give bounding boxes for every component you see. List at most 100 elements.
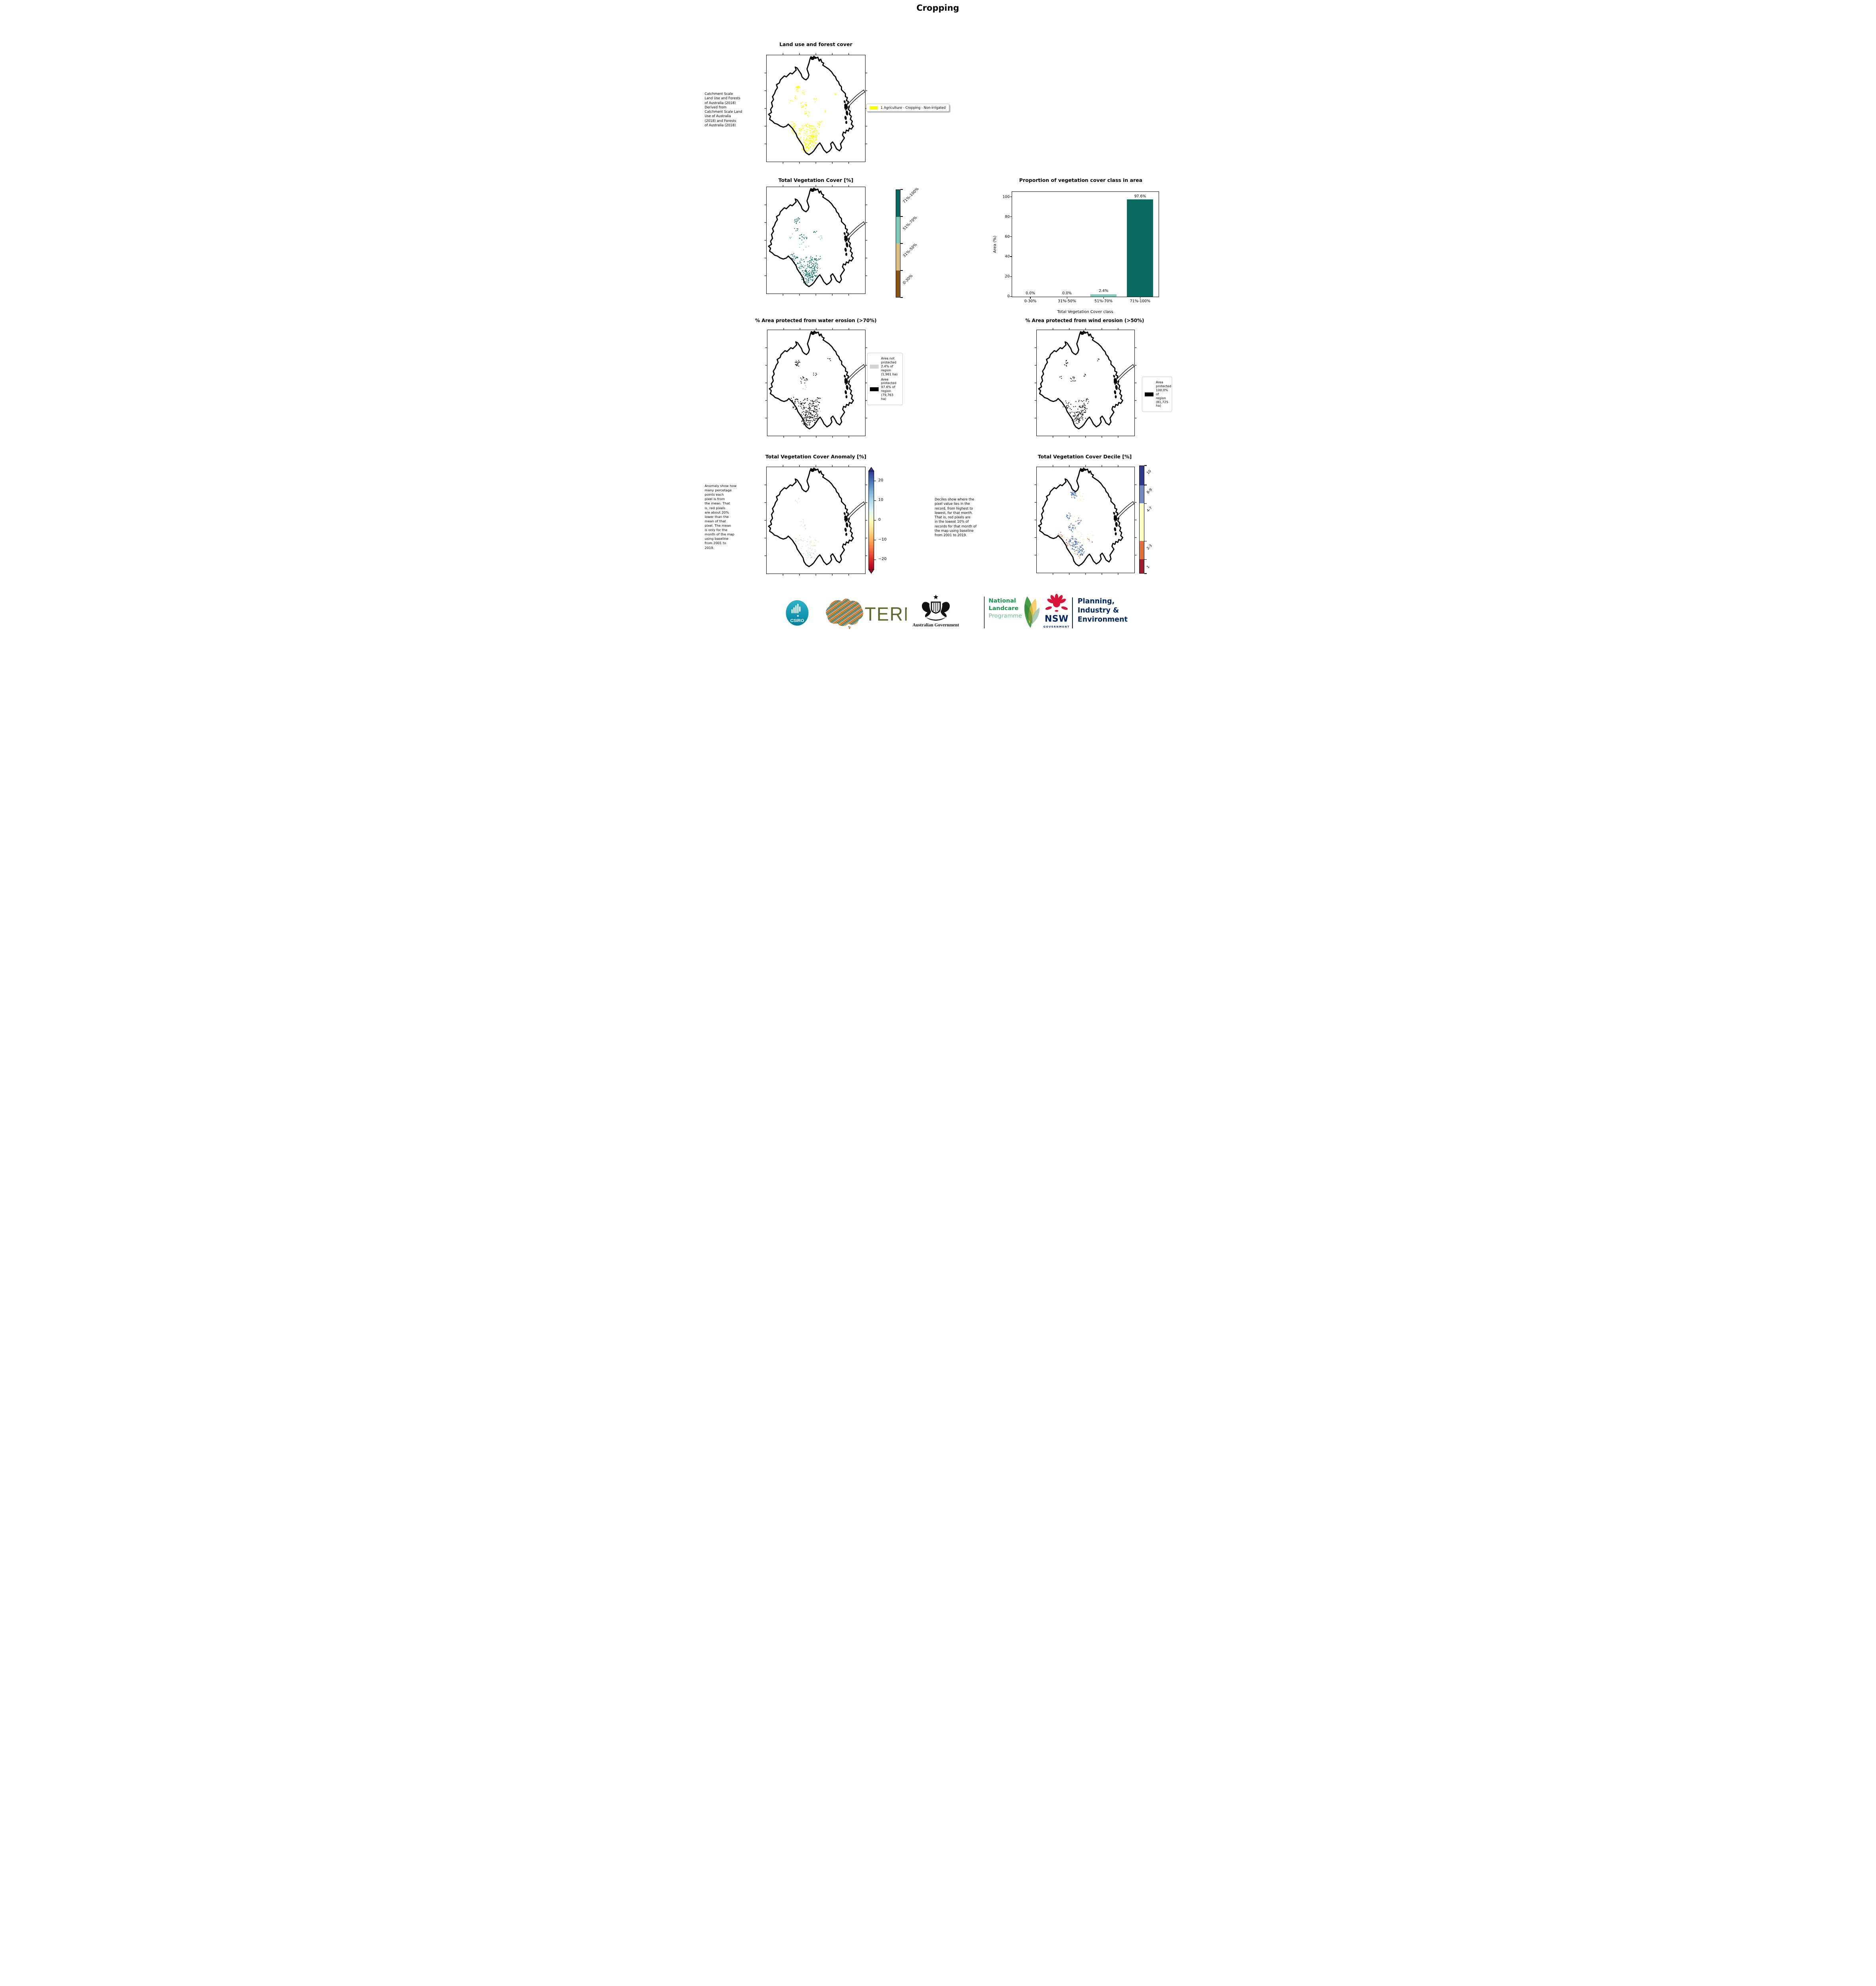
map-data-pixels <box>789 217 823 284</box>
proportion-bar-chart: 0 20 40 60 80 100 0-30% 0.0% 31%-50% 0.0% 51%-70% 2… <box>1003 191 1159 303</box>
map-data-pixels <box>1059 358 1099 425</box>
coastal-spit-outline <box>844 89 865 111</box>
land-use-side-note: Catchment Scale Land Use and Forests of … <box>705 92 742 127</box>
planning-line-2: Industry & <box>1078 607 1119 614</box>
y-tick <box>1010 276 1012 277</box>
report-page: Cropping Land use and forest cover Catch… <box>703 0 1173 634</box>
landcare-line-3: Programme <box>989 613 1022 619</box>
planning-line-3: Environment <box>1078 616 1128 624</box>
catchment-outline <box>768 187 854 287</box>
y-tick <box>1010 296 1012 297</box>
colorbar-tick-label: 20 <box>878 478 883 483</box>
map-data-pixels <box>791 358 831 426</box>
catchment-outline <box>1038 468 1123 567</box>
colorbar-tick-label: −20 <box>878 557 887 562</box>
chart-y-label: Area (%) <box>993 236 997 253</box>
axis-ticks <box>764 185 867 296</box>
csiro-label: CSIRO <box>790 618 804 623</box>
colorbar-tick-label: 51%-70% <box>902 215 918 232</box>
legend-swatch <box>870 364 879 369</box>
nsw-label: NSW <box>1044 614 1069 624</box>
footer-divider-1 <box>984 597 985 628</box>
decile-note: Deciles show where the pixel value lies … <box>935 497 977 537</box>
legend-label: Area not protected 2.4% of region (1,961… <box>881 357 898 376</box>
y-tick <box>1010 216 1012 217</box>
coastal-spit-outline <box>1113 364 1134 385</box>
legend-swatch <box>1145 392 1153 396</box>
water-erosion-legend: Area not protected 2.4% of region (1,961… <box>867 353 903 405</box>
colorbar-tick <box>900 297 903 298</box>
tern-label: TERN <box>865 604 907 625</box>
landcare-line-1: National <box>989 598 1016 604</box>
colorbar-tick-label: 71%-100% <box>902 187 920 205</box>
axis-ticks <box>764 465 867 576</box>
australian-government-label: Australian Government <box>912 623 959 628</box>
landcare-line-2: Landcare <box>989 605 1019 612</box>
catchment-outline <box>769 330 854 430</box>
veg-cover-colorbar: 71%-100% 51%-70% 31%-50% 0-30% <box>896 187 920 298</box>
x-tick-label: 51%-70% <box>1094 299 1113 303</box>
axis-ticks <box>1034 328 1137 438</box>
colorbar-segment <box>1140 559 1144 573</box>
catchment-outline <box>768 56 854 155</box>
y-tick-label: 80 <box>1005 214 1010 219</box>
decile-title: Total Vegetation Cover Decile [%] <box>1037 454 1132 460</box>
legend-entry: Area protected 100.0% of region (81,725 … <box>1145 381 1171 408</box>
colorbar-tick-label: −10 <box>878 537 887 542</box>
y-tick-label: 60 <box>1005 234 1010 239</box>
bar-value-label: 0.0% <box>1026 291 1035 296</box>
wind-erosion-title: % Area protected from wind erosion (>50%… <box>1025 318 1144 323</box>
page-title: Cropping <box>916 3 959 13</box>
x-tick-label: 31%-50% <box>1058 299 1076 303</box>
water-erosion-map <box>765 328 867 438</box>
decile-colorbar: 10 8-9 4-7 2-3 1 <box>1139 465 1153 574</box>
water-erosion-title: % Area protected from water erosion (>70… <box>755 318 877 323</box>
colorbar-body <box>896 189 900 298</box>
colorbar-tick <box>1144 573 1147 574</box>
colorbar-tick-label: 2-3 <box>1146 544 1153 551</box>
coastal-spit-outline <box>1113 501 1134 522</box>
colorbar-tick <box>1144 465 1147 466</box>
bar-value-label: 97.6% <box>1134 194 1146 199</box>
planning-line-1: Planning, <box>1078 597 1115 605</box>
x-tick <box>1103 297 1104 299</box>
x-tick-label: 0-30% <box>1024 299 1037 303</box>
y-tick-label: 40 <box>1005 254 1010 259</box>
footer-divider-2 <box>1072 597 1073 628</box>
colorbar-segment <box>896 190 900 217</box>
colorbar-segment <box>1140 485 1144 504</box>
y-tick <box>1010 236 1012 237</box>
nsw-waratah-icon <box>1045 594 1068 612</box>
nsw-government-label: GOVERNMENT <box>1043 625 1070 628</box>
wind-erosion-map <box>1034 328 1137 438</box>
bar-value-label: 0.0% <box>1062 291 1072 296</box>
land-use-title: Land use and forest cover <box>779 41 852 47</box>
legend-label: Area protected 97.6% of region (79,763 h… <box>881 377 896 401</box>
catchment-outline <box>1038 330 1123 430</box>
axis-ticks <box>764 53 867 164</box>
anomaly-title: Total Vegetation Cover Anomaly [%] <box>765 454 867 460</box>
coastal-spit-outline <box>844 221 865 243</box>
anomaly-map <box>764 465 867 576</box>
map-data-pixels <box>795 498 819 559</box>
legend-label: Area protected 100.0% of region (81,725 … <box>1156 381 1171 408</box>
decile-map <box>1034 465 1137 575</box>
axis-ticks <box>1034 465 1137 575</box>
colorbar-tick-label: 0 <box>878 518 881 522</box>
legend-swatch <box>870 387 879 392</box>
veg-cover-map <box>764 185 867 296</box>
chart-x-label: Total Vegetation Cover class <box>1057 310 1113 314</box>
axis-ticks <box>765 328 867 438</box>
map-data-pixels <box>789 85 837 153</box>
colorbar-segment <box>896 243 900 270</box>
colorbar-tick <box>1144 559 1147 560</box>
chart-title: Proportion of vegetation cover class in … <box>1019 177 1143 183</box>
y-tick-label: 0 <box>1007 294 1010 299</box>
x-tick-label: 71%-100% <box>1130 299 1151 303</box>
land-use-map <box>764 53 867 164</box>
y-tick-label: 20 <box>1005 274 1010 279</box>
bar <box>1090 294 1117 297</box>
y-tick <box>1010 256 1012 257</box>
veg-cover-title: Total Vegetation Cover [%] <box>778 177 854 183</box>
colorbar-segment <box>1140 466 1144 485</box>
